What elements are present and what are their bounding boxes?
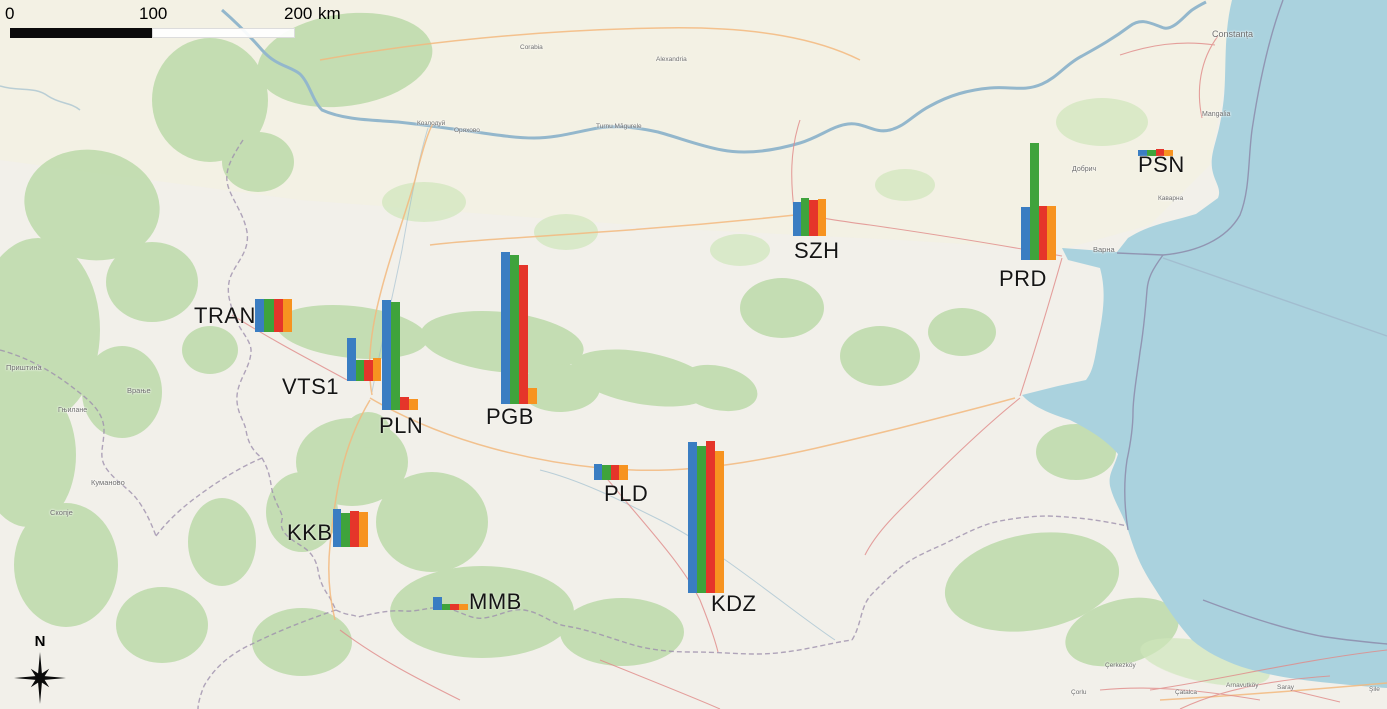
station-label-prd: PRD bbox=[999, 266, 1047, 291]
station-psn-bar-1 bbox=[1138, 149, 1147, 156]
station-pgb-bar-4 bbox=[528, 387, 537, 404]
scale-bar: 0 100 200 km bbox=[0, 0, 360, 50]
station-pln-bar-3 bbox=[399, 396, 409, 410]
station-label-kkb: KKB bbox=[287, 520, 333, 545]
station-mmb-bar-3 bbox=[450, 603, 460, 610]
maritime-borders bbox=[1116, 0, 1387, 645]
station-kkb-bar-3 bbox=[350, 511, 359, 547]
place-label: Çatalca bbox=[1175, 689, 1198, 696]
station-kkb-bar-4 bbox=[358, 512, 368, 547]
station-kdz-bar-1 bbox=[688, 442, 697, 593]
forest-patches-light bbox=[382, 98, 1270, 686]
station-psn-bar-4 bbox=[1164, 149, 1174, 156]
station-psn-bar-2 bbox=[1146, 149, 1156, 156]
station-pgb-bar-2 bbox=[510, 254, 519, 404]
place-label: Corabia bbox=[520, 44, 543, 51]
place-label: Turnu Măgurele bbox=[596, 123, 642, 130]
place-label: Mangalia bbox=[1202, 111, 1231, 118]
station-tran-bar-2 bbox=[264, 298, 274, 332]
station-prd-bar-4 bbox=[1047, 206, 1056, 260]
station-label-kdz: KDZ bbox=[711, 591, 757, 616]
station-szh-bar-1 bbox=[792, 201, 801, 236]
station-szh-bar-3 bbox=[809, 199, 818, 236]
station-kkb-bar-1 bbox=[332, 509, 342, 547]
station-pgb-bar-1 bbox=[501, 251, 510, 404]
place-label: Куманово bbox=[91, 478, 125, 487]
place-label: Приштина bbox=[6, 363, 42, 372]
station-prd-bar-1 bbox=[1021, 207, 1030, 260]
station-label-szh: SZH bbox=[794, 238, 840, 263]
station-tran-bar-4 bbox=[282, 298, 293, 332]
country-borders bbox=[0, 139, 1128, 709]
station-szh-bar-2 bbox=[800, 197, 810, 236]
station-vts1-bar-2 bbox=[355, 359, 365, 381]
place-label: Çerkezköy bbox=[1105, 662, 1136, 669]
station-label-vts1: VTS1 bbox=[282, 374, 340, 399]
roads-orange bbox=[319, 27, 1387, 701]
place-label: Оряхово bbox=[454, 127, 480, 134]
station-mmb-bar-1 bbox=[433, 596, 442, 610]
station-pln-bar-4 bbox=[408, 398, 418, 410]
black-sea bbox=[1022, 0, 1387, 688]
station-label-psn: PSN bbox=[1138, 152, 1185, 177]
scale-label-0: 0 bbox=[5, 4, 15, 23]
station-vts1-bar-3 bbox=[364, 359, 373, 381]
station-pln-bar-1 bbox=[381, 299, 391, 410]
scale-bar-segment-empty bbox=[152, 28, 295, 38]
place-label: Şile bbox=[1369, 686, 1380, 693]
station-pld-bar-3 bbox=[610, 465, 619, 480]
station-vts1-bar-4 bbox=[372, 357, 382, 381]
place-label: Constanța bbox=[1212, 29, 1254, 39]
station-szh-bar-4 bbox=[817, 198, 827, 236]
station-label-pgb: PGB bbox=[486, 404, 534, 429]
station-label-pln: PLN bbox=[379, 413, 424, 438]
station-mmb-bar-2 bbox=[441, 603, 451, 610]
station-label-pld: PLD bbox=[604, 481, 649, 506]
place-label: Добрич bbox=[1072, 166, 1097, 173]
station-label-mmb: MMB bbox=[469, 589, 522, 614]
place-label: Çorlu bbox=[1071, 689, 1087, 696]
scale-label-100: 100 bbox=[139, 4, 168, 23]
station-label-tran: TRAN bbox=[194, 303, 256, 328]
station-kdz-bar-4 bbox=[715, 451, 724, 593]
station-kdz-bar-2 bbox=[697, 446, 706, 593]
station-vts1-bar-1 bbox=[347, 337, 356, 381]
compass-rose: N bbox=[10, 634, 70, 709]
place-label: Alexandria bbox=[656, 56, 687, 63]
scale-unit-label: km bbox=[318, 4, 341, 23]
place-label: Saray bbox=[1277, 684, 1294, 691]
scale-label-200: 200 bbox=[284, 4, 313, 23]
station-pld-bar-4 bbox=[619, 465, 628, 480]
station-kkb-bar-2 bbox=[341, 513, 351, 547]
compass-star-icon bbox=[14, 652, 66, 704]
station-pld-bar-1 bbox=[593, 464, 602, 480]
scale-bar-segment-filled bbox=[10, 28, 152, 38]
station-pgb-bar-3 bbox=[519, 264, 528, 404]
station-prd-bar-3 bbox=[1038, 206, 1048, 260]
forest-patches bbox=[0, 12, 1179, 676]
place-label: Варна bbox=[1093, 245, 1115, 254]
station-psn-bar-3 bbox=[1155, 148, 1165, 156]
station-mmb-bar-4 bbox=[459, 603, 468, 610]
compass-north-label: N bbox=[34, 633, 46, 650]
station-tran-bar-1 bbox=[255, 298, 265, 332]
station-pld-bar-2 bbox=[602, 465, 611, 480]
place-label: Arnavutköy bbox=[1226, 682, 1259, 689]
place-label: Врање bbox=[127, 386, 151, 395]
station-pln-bar-2 bbox=[390, 301, 400, 410]
place-label: Каварна bbox=[1158, 195, 1184, 202]
place-label: Гњилане bbox=[58, 407, 88, 414]
station-tran-bar-3 bbox=[273, 298, 283, 332]
station-kdz-bar-3 bbox=[706, 441, 715, 593]
place-label: Козлодуй bbox=[417, 120, 446, 127]
station-prd-bar-2 bbox=[1029, 143, 1039, 260]
place-label: Скопје bbox=[50, 508, 73, 517]
